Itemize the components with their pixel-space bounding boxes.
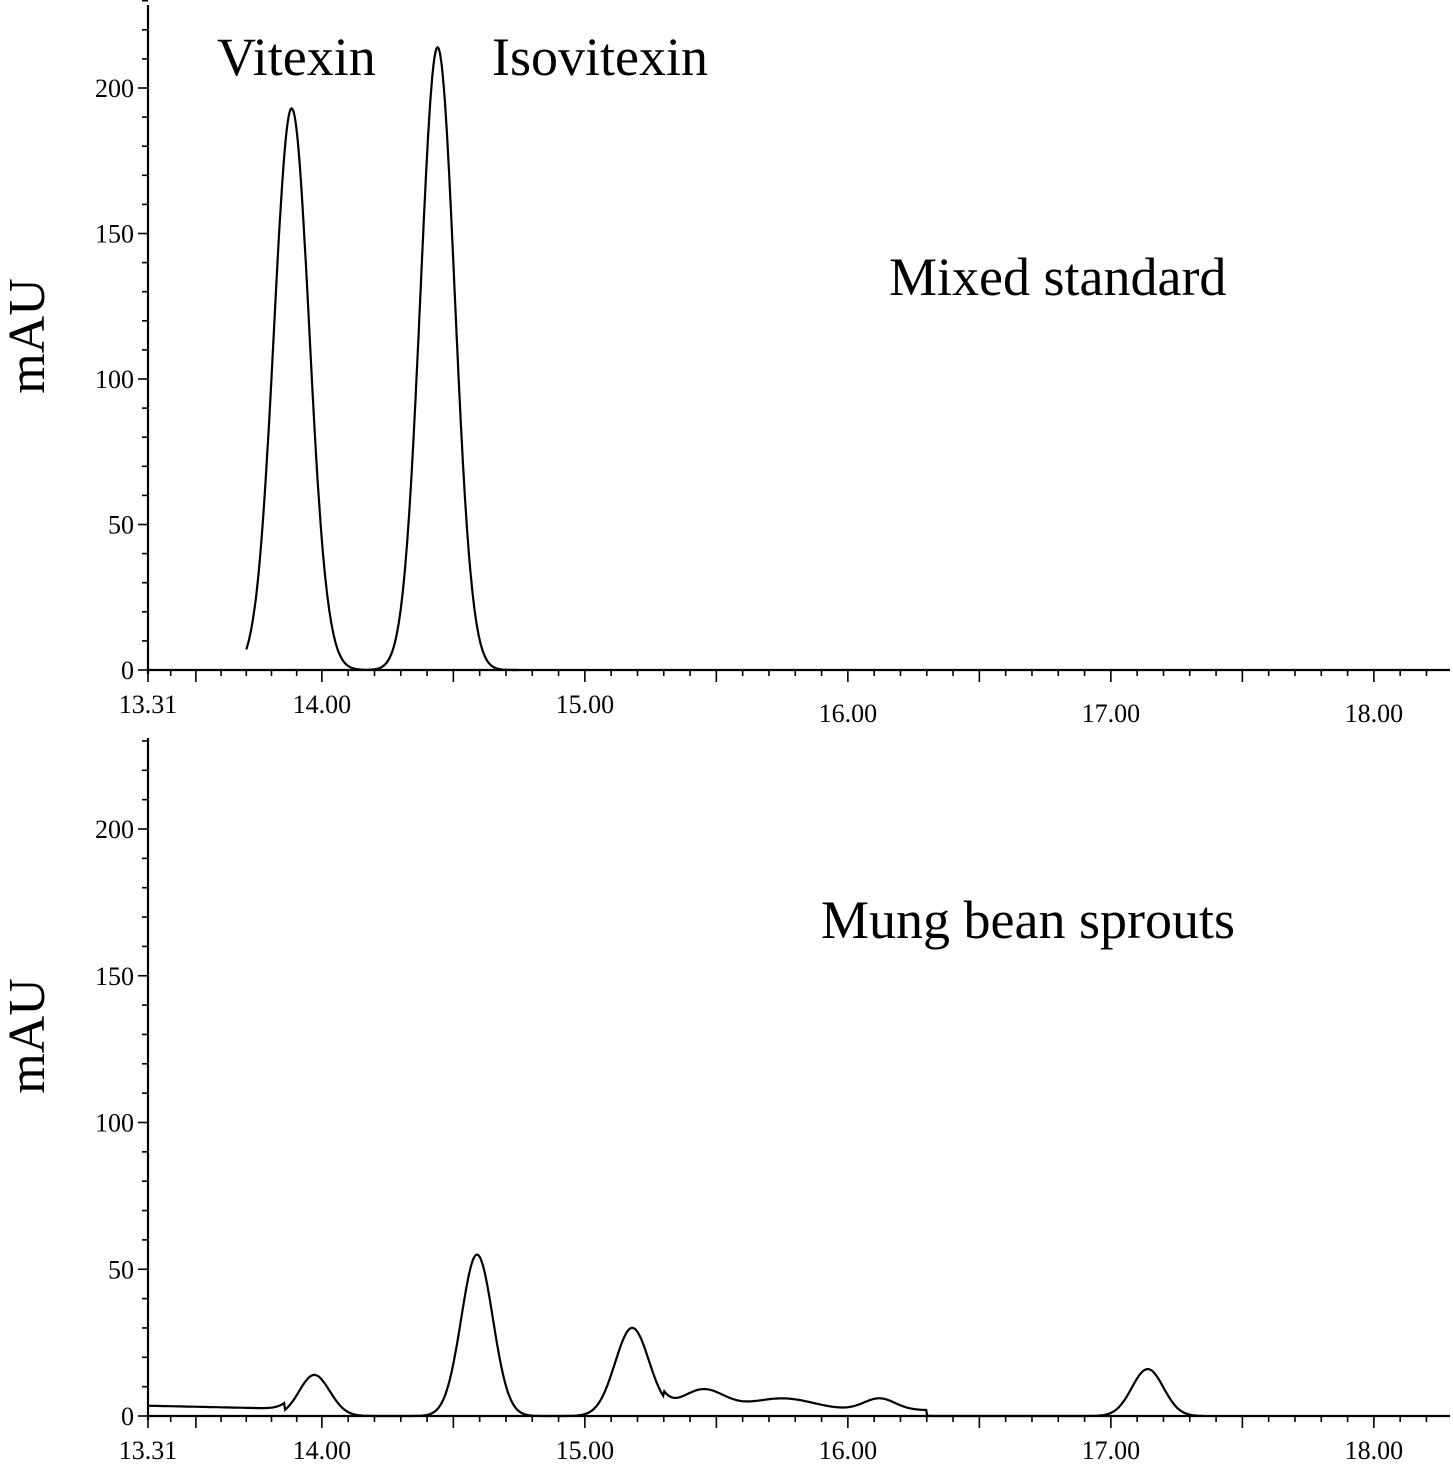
bottom-ticks: 0 50 100 150 200 13.31 14.00 15.00 16.00 17.00 18.… xyxy=(95,740,1428,1465)
annotation-isovitexin: Isovitexin xyxy=(492,27,708,87)
top-x-tick-label: 18.00 xyxy=(1345,699,1404,728)
top-x-tick-label: 16.00 xyxy=(819,699,878,728)
bottom-axes xyxy=(146,738,1450,1420)
bottom-y-tick-label: 200 xyxy=(95,815,134,844)
bottom-x-tick-label: 15.00 xyxy=(556,1436,615,1465)
top-trace-line xyxy=(245,45,519,672)
bottom-y-tick-label: 100 xyxy=(95,1109,134,1138)
top-x-tick-label: 14.00 xyxy=(293,690,352,719)
top-x-tick-label: 13.31 xyxy=(119,690,178,719)
annotation-mung-bean-sprouts: Mung bean sprouts xyxy=(821,890,1235,950)
bottom-y-tick-label: 150 xyxy=(95,962,134,991)
bottom-x-tick-label: 17.00 xyxy=(1082,1436,1141,1465)
bottom-panel: 0 50 100 150 200 13.31 14.00 15.00 16.00 17.00 18.… xyxy=(0,738,1450,1465)
top-x-tick-label: 15.00 xyxy=(556,690,615,719)
bottom-x-tick-label: 16.00 xyxy=(819,1436,878,1465)
top-y-tick-label: 100 xyxy=(95,365,134,394)
top-axes xyxy=(146,5,1450,674)
top-y-tick-label: 0 xyxy=(121,656,134,685)
top-y-tick-label: 150 xyxy=(95,220,134,249)
bottom-x-tick-label: 14.00 xyxy=(293,1436,352,1465)
bottom-x-tick-label: 18.00 xyxy=(1345,1436,1404,1465)
top-x-tick-label: 17.00 xyxy=(1082,699,1141,728)
bottom-ylabel: mAU xyxy=(0,978,56,1094)
top-ticks: 0 50 100 150 200 13.31 14.00 15.00 16.00 17.00 18.… xyxy=(95,0,1428,728)
top-y-tick-label: 200 xyxy=(95,74,134,103)
top-y-tick-label: 50 xyxy=(108,511,134,540)
bottom-x-tick-label: 13.31 xyxy=(119,1436,178,1465)
bottom-y-tick-label: 0 xyxy=(121,1402,134,1431)
annotation-mixed-standard: Mixed standard xyxy=(889,247,1226,307)
annotation-vitexin: Vitexin xyxy=(217,27,376,87)
bottom-y-tick-label: 50 xyxy=(108,1255,134,1284)
bottom-trace-line xyxy=(148,1253,1203,1418)
top-ylabel: mAU xyxy=(0,278,56,394)
top-panel: 0 50 100 150 200 13.31 14.00 15.00 16.00 17.00 18.… xyxy=(0,0,1450,728)
